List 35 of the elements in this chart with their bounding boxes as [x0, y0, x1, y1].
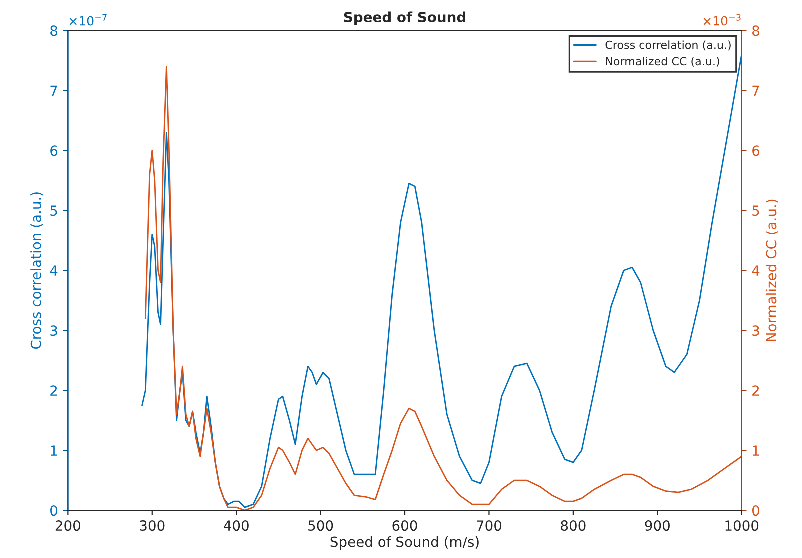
y2-tick-label: 1 [753, 446, 760, 456]
y-tick-label: 4 [50, 266, 58, 276]
chart-title: Speed of Sound [344, 12, 466, 26]
y2-axis-title: Normalized CC (a.u.) [766, 200, 778, 342]
y2-tick-label: 0 [752, 506, 760, 516]
x-tick-label: 500 [308, 520, 334, 532]
text: ×10$^{−3}$ [704, 14, 741, 26]
y2-tick-label: 5 [752, 206, 760, 216]
y2-tick-label: 4 [752, 266, 760, 276]
y2-tick-label: 2 [752, 386, 760, 396]
x-tick-label: 900 [645, 520, 670, 532]
x-tick-label: 200 [56, 520, 80, 532]
y-tick-label: 7 [50, 86, 58, 96]
y2-tick-label: 8 [752, 26, 760, 36]
legend-label: Normalized CC (a.u.) [606, 57, 720, 67]
y-tick-label: 8 [50, 26, 58, 36]
y-tick-label: 6 [50, 146, 58, 156]
x-axis-title: Speed of Sound (m/s) [330, 536, 479, 550]
x-tick-label: 300 [140, 520, 165, 532]
legend-label: Cross correlation (a.u.) [606, 40, 731, 51]
x-tick-label: 700 [477, 520, 502, 532]
y-tick-label: 5 [50, 206, 58, 216]
y2-tick-label: 3 [752, 326, 760, 336]
x-tick-label: 400 [224, 520, 249, 532]
y2-tick-label: 6 [752, 146, 760, 156]
text: ×10$^{−7}$ [70, 14, 107, 26]
x-tick-label: 800 [561, 520, 586, 532]
y-axis-title: Cross correlation (a.u.) [30, 192, 43, 350]
y2-tick-label: 7 [752, 86, 760, 96]
y-tick-label: 2 [50, 386, 58, 396]
y-tick-label: 3 [50, 326, 58, 336]
y-tick-label: 0 [50, 506, 58, 516]
x-tick-label: 1000 [726, 520, 759, 532]
x-tick-label: 600 [392, 520, 418, 532]
y-tick-label: 1 [51, 446, 58, 456]
